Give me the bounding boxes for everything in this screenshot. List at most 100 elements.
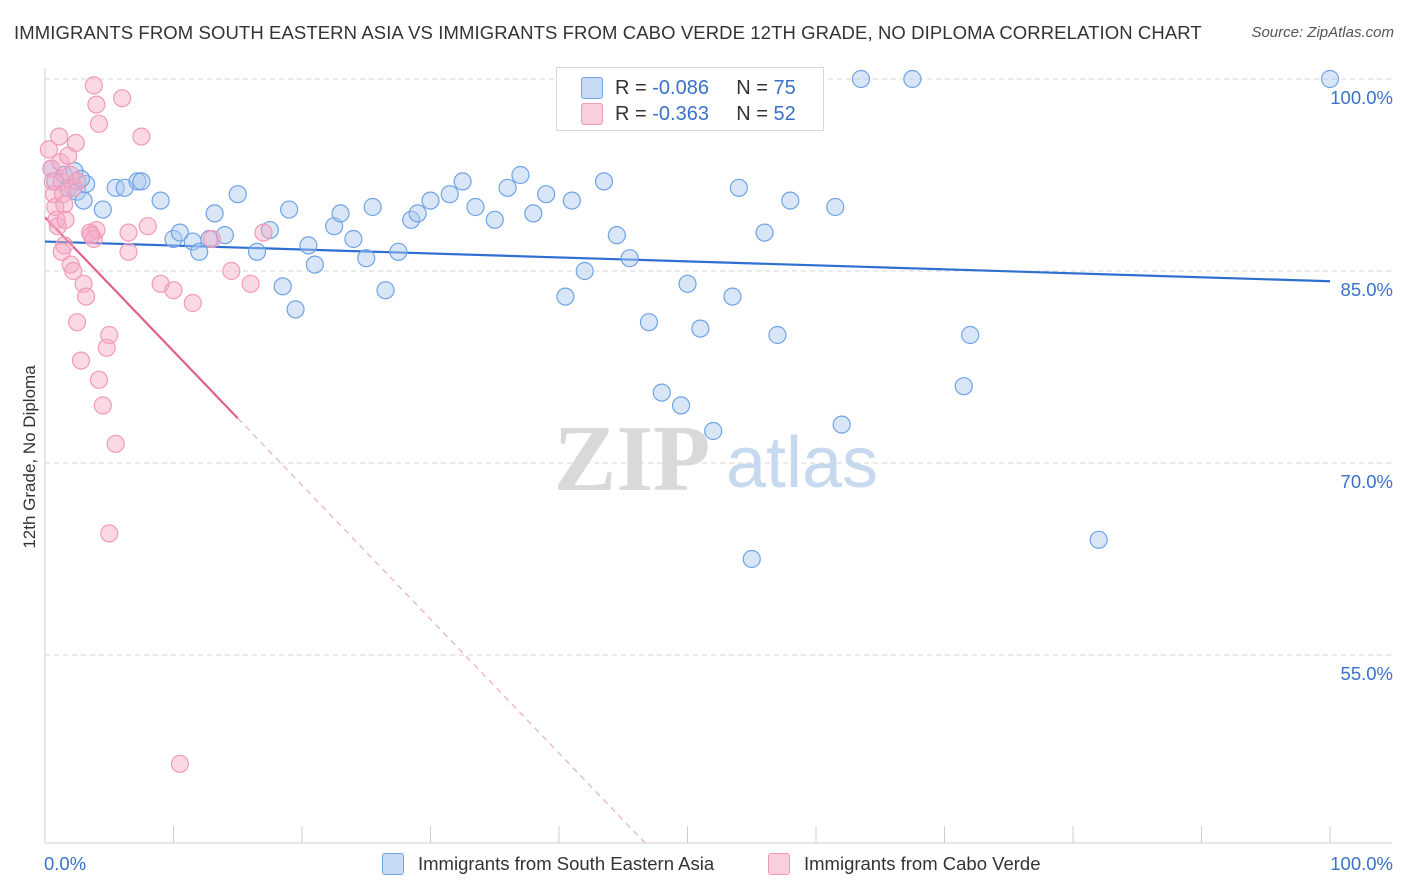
point-south-eastern-asia [678, 274, 697, 293]
point-south-eastern-asia [704, 421, 723, 441]
x-tick-label: 100.0% [1330, 853, 1393, 874]
point-cabo-verde [100, 524, 119, 543]
bottom-legend-cv: Immigrants from Cabo Verde [768, 852, 1040, 876]
correlation-legend: R = -0.086 N = 75 R = -0.363 N = 52 [556, 67, 824, 131]
point-cabo-verde [87, 220, 106, 240]
point-south-eastern-asia [408, 204, 427, 223]
data-points [39, 69, 1340, 773]
watermark-atlas: atlas [726, 423, 878, 503]
point-cabo-verde [68, 313, 87, 332]
y-axis-label: 12th Grade, No Diploma [20, 365, 39, 549]
chart-title: IMMIGRANTS FROM SOUTH EASTERN ASIA VS IM… [14, 22, 1202, 43]
point-south-eastern-asia [832, 415, 851, 434]
point-south-eastern-asia [575, 261, 594, 281]
legend-n-label: N = [736, 76, 768, 99]
point-south-eastern-asia [511, 165, 530, 185]
point-cabo-verde [87, 95, 106, 114]
point-cabo-verde [222, 261, 241, 281]
point-south-eastern-asia [228, 185, 247, 204]
point-south-eastern-asia [376, 281, 395, 300]
point-south-eastern-asia [826, 197, 845, 217]
bottom-legend-label-cv: Immigrants from Cabo Verde [804, 853, 1041, 874]
point-south-eastern-asia [742, 549, 761, 569]
point-cabo-verde [89, 114, 109, 133]
point-cabo-verde [68, 172, 87, 191]
point-south-eastern-asia [299, 236, 318, 255]
trend-lines [44, 216, 1331, 848]
point-south-eastern-asia [205, 204, 224, 223]
legend-r-label: R = [615, 76, 647, 99]
point-south-eastern-asia [286, 300, 305, 319]
x-tick-labels: 0.0% 100.0% [44, 853, 1393, 874]
point-cabo-verde [71, 351, 91, 370]
y-tick-label: 70.0% [1341, 471, 1393, 492]
watermark: ZIP atlas [554, 407, 878, 511]
point-south-eastern-asia [1089, 530, 1108, 549]
point-south-eastern-asia [639, 313, 659, 332]
point-south-eastern-asia [357, 249, 376, 268]
axes [44, 68, 1392, 844]
point-cabo-verde [84, 76, 103, 95]
x-tick-label: 0.0% [44, 853, 86, 874]
point-cabo-verde [39, 140, 58, 159]
point-south-eastern-asia [305, 255, 324, 274]
point-south-eastern-asia [729, 178, 749, 197]
point-south-eastern-asia [466, 197, 485, 217]
trend-extension-cabo-verde [237, 417, 650, 848]
point-cabo-verde [77, 287, 96, 306]
point-south-eastern-asia [556, 287, 575, 306]
point-south-eastern-asia [170, 223, 190, 242]
point-cabo-verde [55, 195, 74, 214]
point-cabo-verde [100, 325, 119, 345]
y-tick-label: 55.0% [1341, 663, 1393, 684]
point-south-eastern-asia [594, 172, 614, 191]
point-cabo-verde [241, 274, 260, 293]
point-south-eastern-asia [903, 69, 922, 89]
watermark-zip: ZIP [554, 407, 711, 511]
point-south-eastern-asia [498, 178, 517, 197]
point-cabo-verde [132, 127, 151, 146]
point-south-eastern-asia [280, 200, 299, 219]
point-south-eastern-asia [723, 287, 742, 306]
point-south-eastern-asia [128, 172, 147, 191]
point-south-eastern-asia [190, 242, 209, 261]
point-south-eastern-asia [389, 242, 408, 261]
source-label: Source: ZipAtlas.com [1251, 24, 1394, 41]
legend-n-value-cv: 52 [773, 102, 796, 125]
point-south-eastern-asia [961, 325, 980, 345]
y-tick-label: 100.0% [1330, 87, 1393, 108]
point-south-eastern-asia [93, 200, 112, 219]
point-cabo-verde [183, 293, 202, 313]
point-cabo-verde [93, 396, 112, 415]
point-south-eastern-asia [485, 210, 504, 229]
legend-row-cv: R = -0.363 N = 52 [581, 102, 796, 126]
point-cabo-verde [119, 242, 138, 261]
legend-r-value-sea: -0.086 [652, 76, 709, 99]
point-cabo-verde [52, 242, 71, 261]
point-south-eastern-asia [851, 69, 871, 89]
bottom-legend-swatch-cv [768, 853, 790, 875]
legend-n-value-sea: 75 [773, 76, 796, 99]
point-cabo-verde [89, 370, 109, 389]
point-south-eastern-asia [671, 396, 691, 415]
point-south-eastern-asia [562, 191, 581, 210]
point-south-eastern-asia [453, 172, 472, 191]
point-south-eastern-asia [247, 242, 267, 261]
point-south-eastern-asia [273, 277, 292, 296]
point-cabo-verde [82, 226, 101, 245]
point-south-eastern-asia [768, 325, 787, 345]
legend-n-label: N = [736, 102, 768, 125]
trend-line-south-eastern-asia [44, 240, 1331, 283]
point-cabo-verde [138, 217, 157, 236]
point-cabo-verde [66, 133, 85, 153]
point-south-eastern-asia [954, 377, 973, 396]
point-south-eastern-asia [652, 383, 671, 402]
point-south-eastern-asia [607, 226, 626, 245]
point-cabo-verde [119, 223, 138, 242]
point-cabo-verde [254, 223, 273, 242]
point-cabo-verde [170, 754, 190, 773]
y-tick-labels: 100.0% 85.0% 70.0% 55.0% [1330, 87, 1393, 684]
point-south-eastern-asia [691, 319, 710, 338]
y-tick-label: 85.0% [1341, 279, 1393, 300]
